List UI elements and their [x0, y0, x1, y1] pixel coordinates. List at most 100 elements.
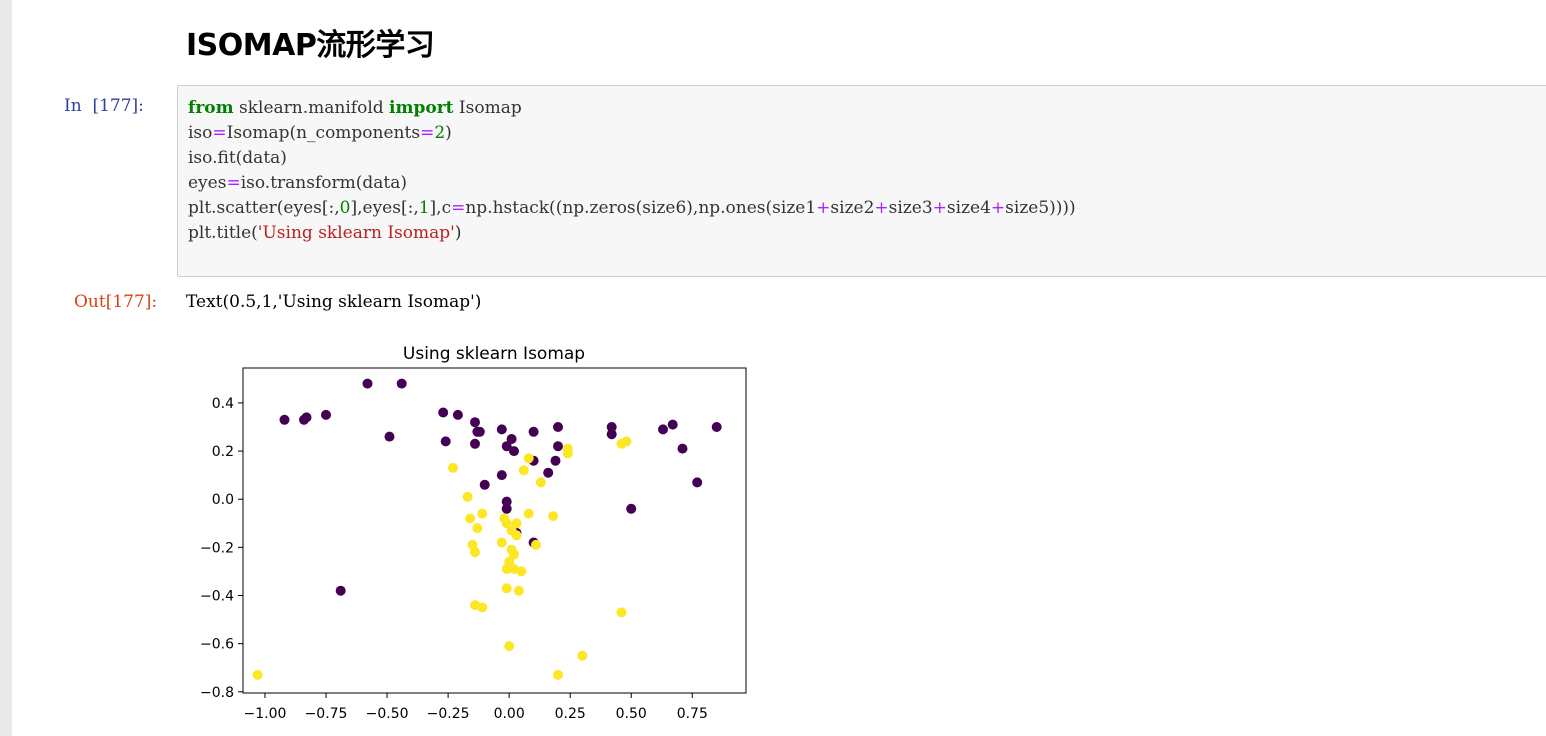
page-title: ISOMAP流形学习 [186, 28, 435, 63]
point-class-0 [474, 426, 485, 437]
code-token: 1 [418, 198, 430, 218]
output-text: Text(0.5,1,'Using sklearn Isomap') [186, 292, 482, 312]
point-class-0 [496, 424, 507, 435]
x-tick-label: 0.50 [616, 706, 647, 722]
code-line: iso.fit(data) [188, 146, 1076, 171]
point-class-1 [577, 650, 588, 661]
point-class-1 [523, 508, 534, 519]
point-class-1 [509, 549, 519, 560]
code-token: 'Using sklearn Isomap' [257, 223, 455, 243]
code-token: + [816, 198, 831, 218]
point-class-0 [438, 407, 449, 418]
code-token: size2 [830, 198, 875, 218]
point-class-1 [470, 547, 480, 558]
code-token: = [226, 173, 241, 193]
point-class-1 [504, 641, 515, 652]
point-class-1 [448, 462, 458, 473]
code-token: iso.transform(data) [240, 173, 407, 193]
y-tick-label: −0.6 [200, 637, 234, 653]
point-class-0 [677, 443, 688, 454]
point-class-0 [550, 455, 561, 466]
x-axis: −1.00 −0.75 −0.50 −0.25 0.00 0.25 0.50 0.75 [244, 693, 708, 722]
point-class-1 [462, 491, 473, 502]
code-token: iso.fit(data) [188, 148, 287, 168]
code-token: ) [445, 123, 452, 143]
code-token: + [990, 198, 1006, 218]
y-tick-label: 0.2 [212, 444, 234, 460]
point-class-0 [501, 441, 512, 452]
point-class-1 [465, 513, 476, 524]
plot-frame [242, 367, 747, 694]
code-token: size5)))) [1005, 198, 1076, 218]
point-class-0 [362, 378, 373, 389]
code-token: sklearn.manifold [233, 98, 390, 118]
point-class-1 [513, 585, 524, 596]
point-class-0 [301, 412, 312, 423]
code-token: size4 [946, 198, 991, 218]
code-token: plt.title( [188, 223, 258, 243]
code-token: 2 [434, 123, 446, 143]
code-token: + [874, 198, 889, 218]
code-line: eyes=iso.transform(data) [188, 171, 1076, 196]
point-class-1 [501, 583, 512, 594]
code-line: from sklearn.manifold import Isomap [188, 96, 1076, 121]
point-class-0 [470, 417, 480, 428]
point-class-0 [470, 438, 480, 449]
point-class-0 [553, 441, 563, 452]
point-class-0 [279, 414, 290, 425]
x-tick-label: −0.75 [305, 706, 348, 722]
point-class-1 [531, 539, 541, 550]
code-token: ],c [429, 198, 452, 218]
point-class-1 [501, 564, 512, 574]
point-class-0 [528, 426, 539, 437]
point-class-1 [496, 537, 507, 548]
chart-title: Using sklearn Isomap [403, 344, 585, 364]
code-token: from [188, 98, 234, 118]
y-tick-label: 0.4 [212, 396, 234, 412]
point-class-1 [562, 443, 573, 454]
point-class-1 [477, 602, 488, 613]
point-class-1 [252, 669, 263, 680]
point-class-0 [506, 434, 517, 444]
x-tick-label: −0.50 [366, 706, 409, 722]
output-prompt: Out[177]: [74, 292, 158, 312]
point-class-1 [472, 523, 483, 534]
code-token: + [932, 198, 947, 218]
point-class-0 [496, 470, 507, 481]
code-cell[interactable]: from sklearn.manifold import Isomap iso=I… [177, 85, 1546, 277]
point-class-0 [606, 429, 617, 440]
code-token: import [389, 98, 454, 118]
y-tick-label: −0.2 [200, 540, 234, 556]
code-token: = [451, 198, 466, 218]
code-editor[interactable]: from sklearn.manifold import Isomap iso=I… [188, 96, 1076, 246]
scatter-points [252, 378, 722, 680]
code-token: = [212, 123, 227, 143]
point-class-1 [616, 607, 627, 618]
point-class-0 [335, 585, 346, 596]
point-class-0 [509, 446, 519, 457]
point-class-0 [452, 409, 463, 420]
point-class-1 [518, 465, 529, 476]
x-tick-label: 0.00 [494, 706, 525, 722]
point-class-0 [384, 431, 395, 442]
point-class-1 [553, 669, 563, 680]
point-class-0 [396, 378, 407, 389]
point-class-0 [440, 436, 451, 447]
point-class-0 [501, 496, 512, 507]
point-class-1 [621, 436, 632, 447]
code-token: ) [454, 223, 462, 243]
code-token: Isomap(n_components [226, 123, 421, 143]
code-token: Isomap [453, 98, 522, 118]
point-class-1 [548, 511, 559, 522]
point-class-1 [501, 518, 512, 529]
point-class-0 [501, 503, 512, 514]
point-class-0 [321, 409, 331, 420]
point-class-0 [692, 477, 703, 488]
point-class-0 [658, 424, 668, 435]
code-line: plt.title('Using sklearn Isomap') [188, 221, 1076, 246]
y-tick-label: −0.8 [200, 685, 234, 701]
point-class-1 [523, 453, 534, 464]
y-tick-label: 0.0 [212, 492, 234, 508]
code-token: np.hstack((np.zeros(size6),np.ones(size1 [465, 198, 817, 218]
point-class-1 [511, 518, 522, 529]
